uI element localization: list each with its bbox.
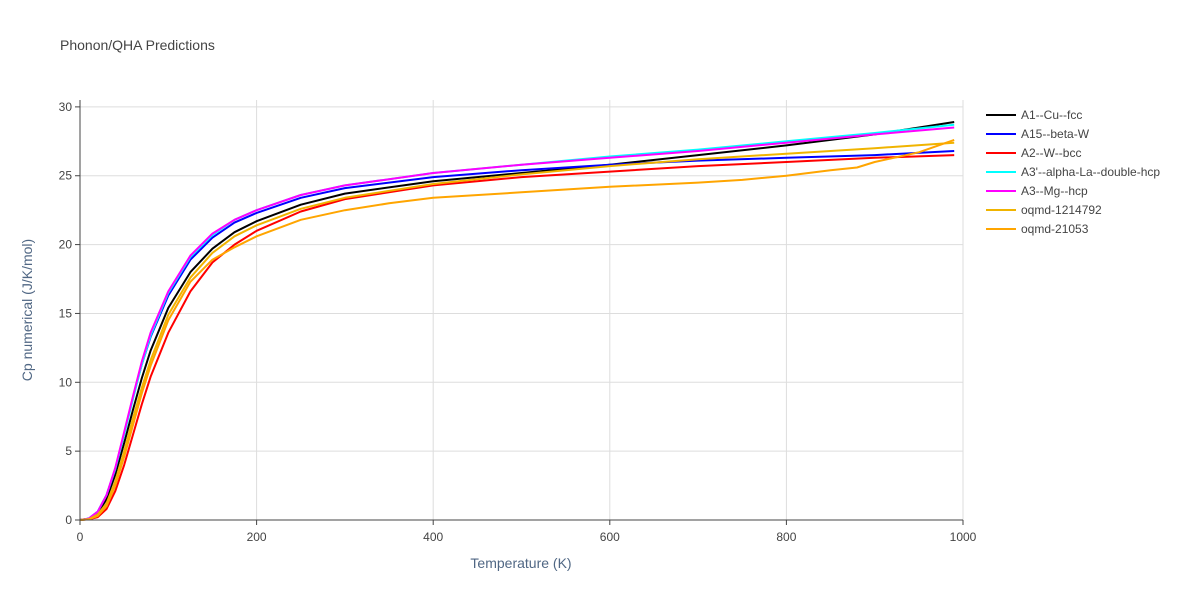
legend-label: A3--Mg--hcp xyxy=(1021,184,1088,198)
y-tick-label: 20 xyxy=(59,238,73,252)
grid xyxy=(80,100,964,520)
series-line[interactable] xyxy=(79,126,955,521)
series-line[interactable] xyxy=(79,121,955,521)
plot-area xyxy=(79,121,955,521)
legend-label: oqmd-1214792 xyxy=(1021,203,1102,217)
legend-item[interactable]: A3--Mg--hcp xyxy=(986,184,1088,198)
series-line[interactable] xyxy=(79,123,955,521)
y-tick-label: 10 xyxy=(59,375,73,389)
legend-label: A15--beta-W xyxy=(1021,127,1090,141)
series-line[interactable] xyxy=(79,154,955,521)
x-tick-label: 600 xyxy=(600,530,620,544)
series-line[interactable] xyxy=(79,150,955,521)
series-line[interactable] xyxy=(79,141,955,521)
x-axis-title: Temperature (K) xyxy=(470,555,571,571)
y-axis-title: Cp numerical (J/K/mol) xyxy=(19,239,35,381)
series-line[interactable] xyxy=(79,138,955,521)
legend-label: A2--W--bcc xyxy=(1021,146,1081,160)
y-tick-label: 30 xyxy=(59,100,73,114)
axes: 0 200 400 600 800 1000 0 5 10 15 20 25 30 xyxy=(59,100,977,544)
x-tick-label: 0 xyxy=(77,530,84,544)
legend-item[interactable]: oqmd-1214792 xyxy=(986,203,1102,217)
legend-label: A3'--alpha-La--double-hcp xyxy=(1021,165,1160,179)
x-tick-label: 1000 xyxy=(950,530,977,544)
legend-item[interactable]: oqmd-21053 xyxy=(986,222,1089,236)
legend-label: A1--Cu--fcc xyxy=(1021,108,1082,122)
x-tick-label: 200 xyxy=(247,530,267,544)
x-tick-label: 800 xyxy=(776,530,796,544)
legend-item[interactable]: A1--Cu--fcc xyxy=(986,108,1082,122)
x-tick-label: 400 xyxy=(423,530,443,544)
y-tick-label: 0 xyxy=(65,513,72,527)
legend-item[interactable]: A2--W--bcc xyxy=(986,146,1081,160)
chart-title: Phonon/QHA Predictions xyxy=(60,37,215,53)
y-tick-label: 5 xyxy=(65,444,72,458)
legend-item[interactable]: A3'--alpha-La--double-hcp xyxy=(986,165,1160,179)
legend[interactable]: A1--Cu--fcc A15--beta-W A2--W--bcc A3'--alp… xyxy=(986,108,1160,236)
y-tick-label: 25 xyxy=(59,169,73,183)
legend-label: oqmd-21053 xyxy=(1021,222,1089,236)
y-tick-label: 15 xyxy=(59,306,73,320)
legend-item[interactable]: A15--beta-W xyxy=(986,127,1090,141)
